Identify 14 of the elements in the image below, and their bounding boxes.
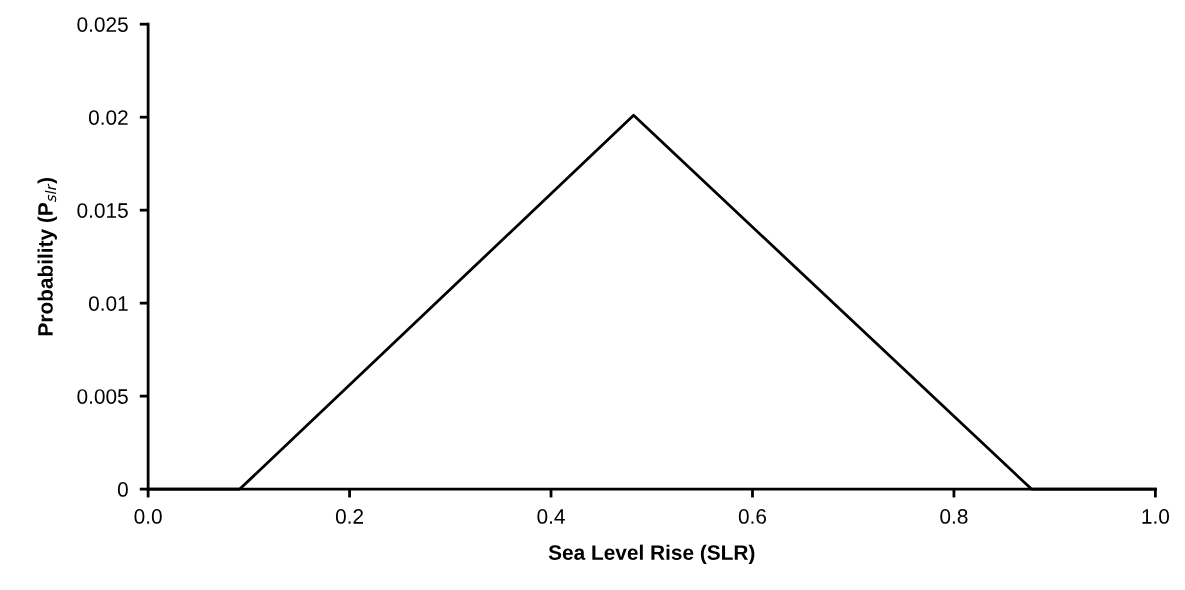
y-tick-label: 0.005 bbox=[77, 389, 128, 404]
x-tick-label: 0.2 bbox=[335, 509, 364, 524]
x-axis-title: Sea Level Rise (SLR) bbox=[548, 544, 755, 565]
y-tick-label: 0.025 bbox=[77, 17, 128, 32]
y-axis-title: Probability (P$_{slr}$) bbox=[37, 177, 57, 336]
x-tick-label: 1.0 bbox=[1142, 509, 1170, 524]
x-tick-label: 0.4 bbox=[537, 509, 565, 524]
y-tick-label: 0.01 bbox=[88, 296, 128, 311]
x-tick-label: 0.6 bbox=[738, 509, 767, 524]
y-tick-label: 0 bbox=[117, 482, 128, 497]
y-tick-label: 0.02 bbox=[88, 110, 128, 125]
y-tick-label: 0.015 bbox=[77, 203, 128, 218]
x-tick-label: 0.8 bbox=[940, 509, 968, 524]
x-tick-label: 0.0 bbox=[134, 509, 162, 524]
